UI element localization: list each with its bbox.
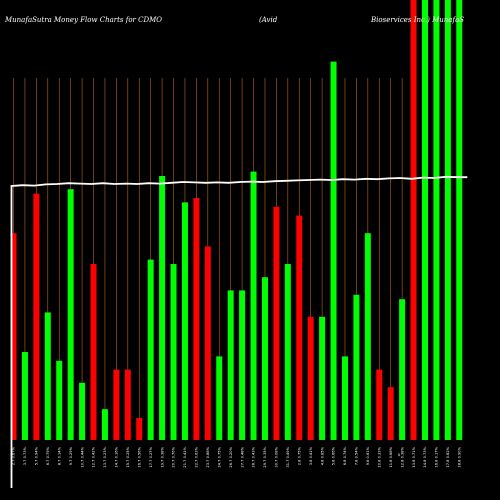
x-tick-label: 16.8 0.17%: [435, 446, 439, 467]
x-tick-label: 13.8 0.71%: [412, 446, 416, 467]
bar: [353, 294, 360, 440]
x-tick-label: 15.7 0.25%: [126, 446, 130, 467]
bar: [387, 387, 394, 440]
x-tick-label: 30.7 0.08%: [275, 446, 279, 467]
x-tick-label: 16.7 0.56%: [137, 446, 141, 467]
bar: [330, 61, 337, 440]
bar: [124, 369, 131, 440]
x-tick-label: 31.7 0.49%: [286, 446, 290, 467]
bar: [456, 0, 463, 440]
x-tick-label: 27.7 0.48%: [240, 446, 244, 467]
money-flow-line: [10, 175, 468, 488]
x-tick-label: 9.7 0.29%: [69, 446, 73, 465]
bar: [399, 299, 406, 440]
line-layer: [10, 175, 468, 488]
x-tick-label: 9.8 0.61%: [366, 446, 370, 465]
bar: [319, 316, 326, 440]
bar: [21, 352, 28, 440]
bar: [79, 382, 86, 440]
x-tick-label: 3.7 0.73%: [23, 446, 27, 465]
bar: [136, 418, 143, 440]
chart-title-middle: (Avid: [259, 16, 278, 24]
bar: [284, 264, 291, 440]
x-tick-label: 22.7 0.63%: [195, 446, 199, 467]
x-tick-label: 14.8 0.73%: [423, 446, 427, 467]
x-tick-label: 2.7 0.67%: [12, 446, 16, 465]
x-tick-label: 2.8 0.75%: [297, 446, 301, 465]
bar: [433, 0, 440, 440]
bar: [261, 277, 268, 440]
x-tick-label: 4.8 0.85%: [320, 446, 324, 465]
x-tick-label: 6.8 0.74%: [343, 446, 347, 465]
bar: [204, 246, 211, 440]
bar: [44, 312, 51, 440]
bar: [296, 215, 303, 440]
bar: [444, 0, 451, 440]
x-tick-label: 8.7 0.14%: [57, 446, 61, 465]
bar: [250, 171, 257, 440]
bar: [376, 369, 383, 440]
chart-title-right: Bioservices Inc.) MunafaS: [370, 16, 464, 24]
bar: [181, 202, 188, 440]
bars-layer: [10, 0, 463, 440]
x-tick-label: 17.8 0.82%: [446, 446, 450, 467]
bar: [216, 356, 223, 440]
x-tick-label: 5.7 0.94%: [35, 446, 39, 465]
x-tick-label: 14.7 0.16%: [115, 446, 119, 467]
x-tick-label: 5.8 0.66%: [332, 446, 336, 465]
chart-title-left: MunafaSutra Money Flow Charts for CDMO: [4, 16, 162, 24]
x-tick-label: 23.7 0.88%: [206, 446, 210, 467]
tick-labels: 2.7 0.67% 3.7 0.73% 5.7 0.94% 6.7 0.79% 8.7 …: [12, 446, 462, 467]
x-tick-label: 12.7 0.42%: [92, 446, 96, 467]
x-tick-label: 11.8 0.68%: [389, 446, 393, 467]
x-tick-label: 21.7 0.41%: [183, 446, 187, 467]
x-tick-label: 29.7 0.35%: [263, 446, 267, 467]
x-tick-label: 13.7 0.23%: [103, 446, 107, 467]
x-tick-label: 24.7 0.75%: [217, 446, 221, 467]
x-tick-label: 17.7 0.27%: [149, 446, 153, 467]
bar: [421, 0, 428, 440]
bar: [113, 369, 120, 440]
bar: [56, 360, 63, 440]
x-tick-label: 10.8 0.33%: [377, 446, 381, 467]
x-tick-label: 10.7 0.44%: [80, 446, 84, 467]
x-tick-label: 19.7 0.38%: [160, 446, 164, 467]
x-tick-label: 18.8 0.90%: [457, 446, 461, 467]
bar: [33, 193, 40, 440]
x-tick-label: 7.8 0.54%: [355, 446, 359, 465]
x-tick-label: 26.7 0.20%: [229, 446, 233, 467]
bar: [101, 409, 108, 440]
bar: [147, 259, 154, 440]
bar: [227, 290, 234, 440]
x-tick-label: 6.7 0.79%: [46, 446, 50, 465]
bar: [10, 233, 17, 440]
bar: [170, 264, 177, 440]
bar: [364, 233, 371, 440]
bar: [341, 356, 348, 440]
bar: [90, 264, 97, 440]
bar: [273, 206, 280, 440]
bar: [67, 189, 74, 440]
bar: [307, 316, 314, 440]
bar: [239, 290, 246, 440]
bar: [410, 0, 417, 440]
axis-marker: $: [398, 453, 400, 457]
x-tick-label: 12.8 0.38%: [400, 446, 404, 467]
x-tick-label: 28.7 0.43%: [252, 446, 256, 467]
x-tick-label: 3.8 0.41%: [309, 446, 313, 465]
x-tick-label: 20.7 0.76%: [172, 446, 176, 467]
bar: [159, 176, 166, 440]
bar: [193, 198, 200, 440]
